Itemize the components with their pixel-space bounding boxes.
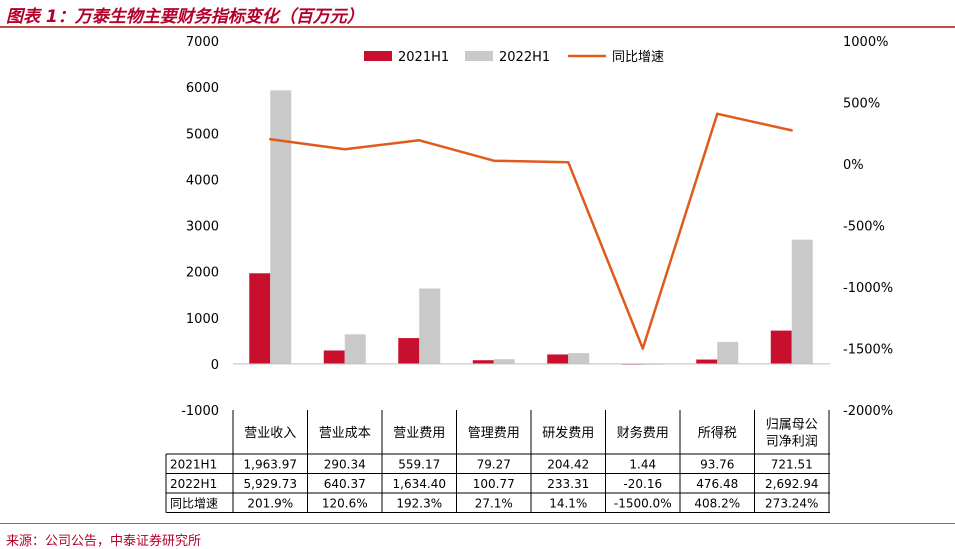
table-cell-value: 1,634.40 [393, 477, 446, 491]
table-header-label: 营业收入 [244, 426, 296, 441]
bar-2021h1 [249, 273, 271, 364]
table-header-label: 财务费用 [617, 425, 669, 441]
growth-point [641, 347, 644, 350]
table-header-label: 所得税 [698, 425, 737, 441]
bars [249, 90, 813, 365]
table-row-label: 2021H1 [170, 457, 217, 471]
title-rule [0, 26, 955, 28]
bar-2021h1 [696, 359, 718, 364]
growth-point [343, 147, 346, 151]
legend-label-2022h1: 2022H1 [499, 50, 550, 65]
bar-2021h1 [770, 330, 792, 364]
chart-title: 图表 1：万泰生物主要财务指标变化（百万元） [6, 7, 364, 27]
legend: 2021H1 2022H1 同比增速 [364, 50, 664, 65]
bar-2022h1 [493, 359, 515, 364]
growth-line-series [269, 112, 793, 350]
source-note: 来源：公司公告，中泰证券研究所 [6, 534, 202, 549]
left-axis-ticks: -1000 0 1000 2000 3000 4000 5000 6000 7000 [181, 35, 219, 419]
table-cell-value: -20.16 [623, 477, 662, 491]
growth-point [790, 129, 793, 132]
table-row-label: 2022H1 [170, 477, 217, 491]
bar-2022h1 [568, 353, 590, 364]
table-cell-value: 201.9% [247, 496, 293, 510]
table-cell-value: 290.34 [324, 457, 366, 471]
bar-2021h1 [547, 354, 569, 364]
table-header-label: 营业成本 [319, 426, 371, 441]
bar-2021h1 [398, 338, 420, 364]
growth-line [270, 112, 793, 350]
table-cell-value: 27.1% [475, 496, 513, 510]
table-cell-value: 2,692.94 [765, 477, 818, 491]
table-cell-value: 1.44 [629, 457, 656, 471]
bar-2022h1 [419, 288, 441, 364]
growth-point [567, 161, 570, 164]
bar-2022h1 [791, 239, 813, 364]
table-cell-value: 79.27 [477, 457, 511, 471]
table-cell-value: 14.1% [549, 496, 587, 510]
table-header-label: 司净利润 [766, 435, 818, 450]
legend-swatch-2022h1 [465, 51, 493, 61]
table-cell-value: 192.3% [396, 496, 442, 510]
right-tick-label: 1000% [843, 35, 888, 50]
table-cell-value: 640.37 [324, 477, 366, 491]
table-cell-value: 408.2% [694, 496, 740, 510]
growth-point [269, 137, 272, 141]
legend-label-2021h1: 2021H1 [398, 50, 449, 65]
bar-2022h1 [344, 334, 366, 364]
left-tick-label: 0 [211, 358, 219, 373]
bar-2022h1 [270, 90, 292, 364]
table-cell-value: -1500.0% [614, 496, 672, 510]
table-header-label: 营业费用 [393, 426, 445, 441]
right-tick-label: -1500% [843, 343, 893, 358]
right-tick-label: 500% [843, 97, 880, 112]
left-tick-label: 3000 [186, 220, 219, 235]
growth-point [716, 112, 719, 115]
table-header-label: 归属母公 [766, 418, 818, 433]
left-tick-label: 6000 [186, 81, 219, 96]
table-cell-value: 233.31 [547, 477, 589, 491]
legend-swatch-2021h1 [364, 51, 392, 61]
source-rule [0, 523, 955, 524]
table-cell-value: 721.51 [771, 457, 813, 471]
left-tick-label: 1000 [186, 312, 219, 327]
growth-point [418, 139, 421, 142]
table-cell-value: 273.24% [765, 496, 818, 510]
right-tick-label: -1000% [843, 281, 893, 296]
table-cell-value: 93.76 [700, 457, 734, 471]
table-cell-value: 5,929.73 [244, 477, 297, 491]
bar-2022h1 [717, 341, 739, 364]
legend-label-growth: 同比增速 [612, 50, 664, 65]
table-header-label: 管理费用 [468, 426, 520, 441]
left-tick-label: 7000 [186, 35, 219, 50]
bar-2021h1 [323, 350, 345, 364]
left-tick-label: 4000 [186, 173, 219, 188]
table-cell-value: 100.77 [473, 477, 515, 491]
right-axis-ticks: -2000% -1500% -1000% -500% 0% 500% 1000% [843, 35, 893, 419]
table-cell-value: 120.6% [322, 496, 368, 510]
bar-2021h1 [472, 360, 494, 364]
table-cell-value: 1,963.97 [244, 457, 297, 471]
left-tick-label: -1000 [181, 404, 219, 419]
left-tick-label: 2000 [186, 266, 219, 281]
table-cell-value: 476.48 [696, 477, 738, 491]
right-tick-label: 0% [843, 158, 864, 173]
table-header-label: 研发费用 [542, 425, 594, 441]
table-cell-value: 204.42 [547, 457, 589, 471]
combo-chart: -1000 0 1000 2000 3000 4000 5000 6000 7000 -2000… [165, 35, 893, 513]
right-tick-label: -2000% [843, 404, 893, 419]
left-tick-label: 5000 [186, 127, 219, 142]
right-tick-label: -500% [843, 220, 885, 235]
table-row-label: 同比增速 [170, 496, 218, 510]
growth-point [492, 159, 495, 162]
table-cell-value: 559.17 [398, 457, 440, 471]
